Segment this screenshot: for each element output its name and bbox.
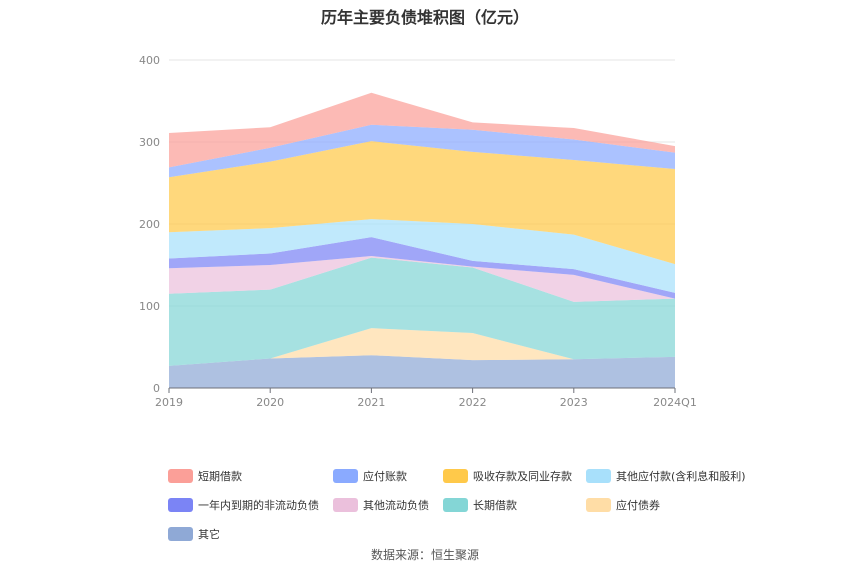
legend-swatch [443, 469, 468, 483]
legend-item[interactable]: 短期借款 [168, 468, 319, 484]
legend-label: 吸收存款及同业存款 [473, 470, 572, 483]
x-tick-label: 2023 [560, 396, 588, 409]
area-series-5 [169, 219, 675, 293]
x-tick-label: 2022 [459, 396, 487, 409]
legend-item[interactable]: 其他应付款(含利息和股利) [586, 468, 746, 484]
legend-label: 短期借款 [198, 470, 242, 483]
legend-swatch [586, 498, 611, 512]
legend-label: 其他应付款(含利息和股利) [616, 470, 746, 483]
area-series-1 [169, 328, 675, 366]
legend-swatch [168, 469, 193, 483]
area-series-3 [169, 255, 675, 302]
x-tick-label: 2021 [357, 396, 385, 409]
legend-item[interactable]: 一年内到期的非流动负债 [168, 497, 319, 513]
area-series-7 [169, 124, 675, 178]
area-series [169, 92, 675, 388]
area-series-2 [169, 257, 675, 366]
x-tick-label: 2024Q1 [653, 396, 697, 409]
legend-item[interactable]: 吸收存款及同业存款 [443, 468, 572, 484]
legend-item[interactable]: 应付债券 [586, 497, 746, 513]
legend-label: 应付债券 [616, 499, 660, 512]
legend-swatch [586, 469, 611, 483]
legend-label: 应付账款 [363, 470, 407, 483]
x-tick-label: 2019 [155, 396, 183, 409]
legend: 短期借款 应付账款 吸收存款及同业存款 其他应付款(含利息和股利) 一年内到期的非流动负… [168, 468, 746, 542]
legend-item[interactable]: 其它 [168, 526, 319, 542]
legend-item[interactable]: 长期借款 [443, 497, 572, 513]
legend-swatch [333, 469, 358, 483]
area-series-0 [169, 355, 675, 388]
area-series-6 [169, 141, 675, 265]
legend-label: 一年内到期的非流动负债 [198, 499, 319, 512]
legend-item[interactable]: 应付账款 [333, 468, 429, 484]
data-source: 数据来源：恒生聚源 [370, 548, 479, 562]
y-tick-label: 200 [139, 218, 160, 231]
legend-swatch [168, 498, 193, 512]
area-series-8 [169, 92, 675, 168]
stacked-area-chart: 0 100 200 300 400 2019 2020 2021 2022 2023 2024Q1 [139, 54, 697, 409]
area-series-4 [169, 237, 675, 299]
legend-label: 其他流动负债 [363, 499, 429, 512]
chart-title: 历年主要负债堆积图（亿元） [320, 8, 529, 27]
y-tick-label: 100 [139, 300, 160, 313]
y-tick-label: 400 [139, 54, 160, 67]
legend-label: 长期借款 [473, 499, 517, 512]
legend-swatch [333, 498, 358, 512]
legend-item[interactable]: 其他流动负债 [333, 497, 429, 513]
x-tick-label: 2020 [256, 396, 284, 409]
legend-swatch [168, 527, 193, 541]
legend-swatch [443, 498, 468, 512]
y-tick-label: 0 [153, 382, 160, 395]
legend-label: 其它 [198, 528, 220, 541]
y-tick-label: 300 [139, 136, 160, 149]
axes: 0 100 200 300 400 2019 2020 2021 2022 2023 2024Q1 [139, 54, 697, 409]
